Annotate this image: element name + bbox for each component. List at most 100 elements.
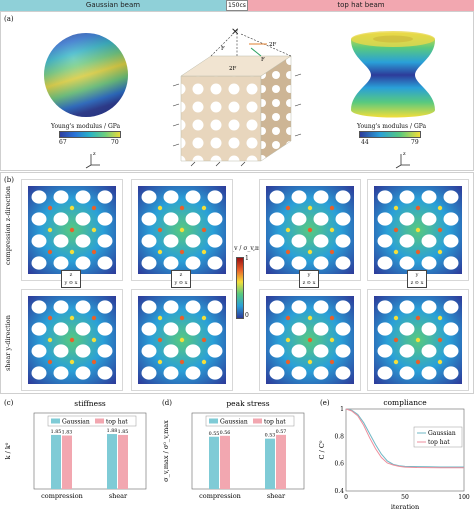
plot-frame: [191, 412, 305, 490]
axis-icon-mid: y ⊙ x: [174, 280, 188, 286]
lattice-hole: [53, 366, 69, 380]
lattice-hole: [399, 234, 415, 248]
lattice-hole: [313, 300, 329, 314]
stress-hotspot: [157, 227, 163, 233]
lattice-hole: [377, 344, 393, 358]
stress-colorbar-max: 1: [245, 255, 249, 262]
lattice-hole: [421, 212, 437, 226]
lattice-hole: [377, 212, 393, 226]
colorbar-gaussian-max: 70: [111, 139, 119, 146]
stress-hotspot: [285, 227, 291, 233]
stress-hotspot: [201, 205, 207, 211]
lattice-hole: [207, 190, 223, 204]
stress-hotspot: [285, 205, 291, 211]
axis-icon-top: y: [307, 272, 311, 278]
lattice-hole: [399, 300, 415, 314]
lattice-hole: [97, 212, 113, 226]
lattice-hole: [207, 256, 223, 270]
lattice-hole: [185, 300, 201, 314]
lattice-hole: [53, 212, 69, 226]
lattice-hole: [163, 366, 179, 380]
lattice-hole: [335, 190, 351, 204]
lattice-hole: [207, 212, 223, 226]
stress-hotspot: [201, 227, 207, 233]
legend-swatch: [95, 418, 104, 424]
stress-hotspot: [329, 359, 335, 365]
lattice-hole: [377, 190, 393, 204]
bar: [220, 435, 230, 489]
axis-icon-mid: y ⊙ x: [64, 280, 78, 286]
y-tick-label: 0.8: [334, 433, 344, 440]
lattice-hole: [291, 322, 307, 336]
lattice-hole: [421, 366, 437, 380]
lattice-hole: [163, 256, 179, 270]
series-line: [345, 408, 464, 469]
stress-lattice-image: [28, 186, 116, 274]
stress-hotspot: [415, 315, 421, 321]
stress-hotspot: [329, 227, 335, 233]
stress-hotspot: [307, 205, 313, 211]
lattice-hole: [141, 300, 157, 314]
lattice-hole: [291, 256, 307, 270]
lattice-hole: [399, 212, 415, 226]
lattice-hole: [75, 190, 91, 204]
stress-hotspot: [91, 359, 97, 365]
bar-data-label: 1.83: [62, 430, 73, 436]
lattice-hole: [53, 190, 69, 204]
stress-hotspot: [179, 249, 185, 255]
lattice-hole: [313, 234, 329, 248]
y-tick-label: 0.4: [334, 488, 344, 495]
stress-hotspot: [285, 315, 291, 321]
legend-box: [205, 415, 295, 427]
stress-hotspot: [307, 337, 313, 343]
tophat-header: top hat beam: [248, 0, 474, 11]
stress-hotspot: [157, 205, 163, 211]
bar: [276, 434, 286, 489]
lattice-hole: [53, 300, 69, 314]
stress-hotspot: [157, 249, 163, 255]
axis-orientation-icon: z y ⊙ x: [171, 270, 191, 288]
lattice-hole: [291, 190, 307, 204]
lattice-hole: [97, 190, 113, 204]
lattice-hole: [31, 344, 47, 358]
lattice-hole: [141, 322, 157, 336]
lattice-hole: [443, 212, 459, 226]
lattice-hole: [31, 234, 47, 248]
lattice-hole: [53, 344, 69, 358]
x-tick-label: compression: [41, 492, 83, 500]
lattice-hole: [31, 366, 47, 380]
lattice-hole: [377, 300, 393, 314]
lattice-hole: [141, 256, 157, 270]
panel-label: (d): [162, 399, 172, 407]
lattice-hole: [207, 234, 223, 248]
legend-swatch: [51, 418, 60, 424]
lattice-hole: [163, 300, 179, 314]
y-tick-label: 1: [340, 406, 344, 413]
axis-icon-top: y: [415, 272, 419, 278]
stress-hotspot: [179, 205, 185, 211]
bar-data-label: 1.85: [118, 429, 129, 435]
bar-data-label: 0.56: [220, 430, 231, 436]
stress-hotspot: [437, 249, 443, 255]
colorbar-tophat-max: 79: [411, 139, 419, 146]
stress-hotspot: [307, 315, 313, 321]
lattice-hole: [97, 300, 113, 314]
lattice-hole: [141, 190, 157, 204]
lattice-hole: [443, 234, 459, 248]
y-axis-label: C / C⁰: [318, 440, 326, 459]
legend-label: top hat: [428, 439, 450, 446]
lattice-hole: [421, 234, 437, 248]
lattice-hole: [31, 322, 47, 336]
stress-hotspot: [393, 205, 399, 211]
colorbar-tophat-title: Young's modulus / GPa: [357, 123, 427, 130]
x-tick-label: 50: [401, 494, 409, 501]
stress-hotspot: [307, 359, 313, 365]
lattice-hole: [163, 344, 179, 358]
chart-title: peak stress: [226, 399, 269, 408]
x-tick-label: 0: [344, 494, 348, 501]
panel-label: (c): [4, 399, 14, 407]
lattice-hole: [75, 322, 91, 336]
stress-hotspot: [329, 337, 335, 343]
legend-swatch: [209, 418, 218, 424]
stress-lattice-image: [266, 186, 354, 274]
